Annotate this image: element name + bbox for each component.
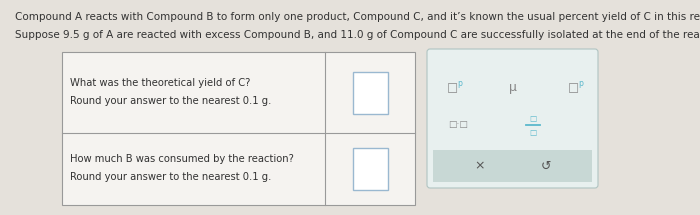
Text: ×: × [475,160,484,172]
Text: Round your answer to the nearest 0.1 g.: Round your answer to the nearest 0.1 g. [70,95,272,106]
Text: What was the theoretical yield of C?: What was the theoretical yield of C? [70,77,251,88]
Text: □: □ [529,114,536,123]
Text: Suppose 9.5 g of A are reacted with excess Compound B, and 11.0 g of Compound C : Suppose 9.5 g of A are reacted with exce… [15,30,700,40]
Bar [433,150,592,182]
FancyBboxPatch shape [427,49,598,188]
Text: ↺: ↺ [540,160,551,172]
Text: □: □ [529,127,536,137]
Text: p: p [458,78,463,88]
Text: Round your answer to the nearest 0.1 g.: Round your answer to the nearest 0.1 g. [70,172,272,182]
Text: □: □ [447,81,458,95]
Text: How much B was consumed by the reaction?: How much B was consumed by the reaction? [70,154,294,164]
Text: p: p [579,78,583,88]
Text: μ: μ [509,81,517,95]
Text: □: □ [568,81,579,95]
Text: □·□: □·□ [448,120,468,129]
FancyBboxPatch shape [353,148,388,190]
FancyBboxPatch shape [62,52,415,205]
FancyBboxPatch shape [353,72,388,114]
Text: Compound A reacts with Compound B to form only one product, Compound C, and it’s: Compound A reacts with Compound B to for… [15,12,700,22]
